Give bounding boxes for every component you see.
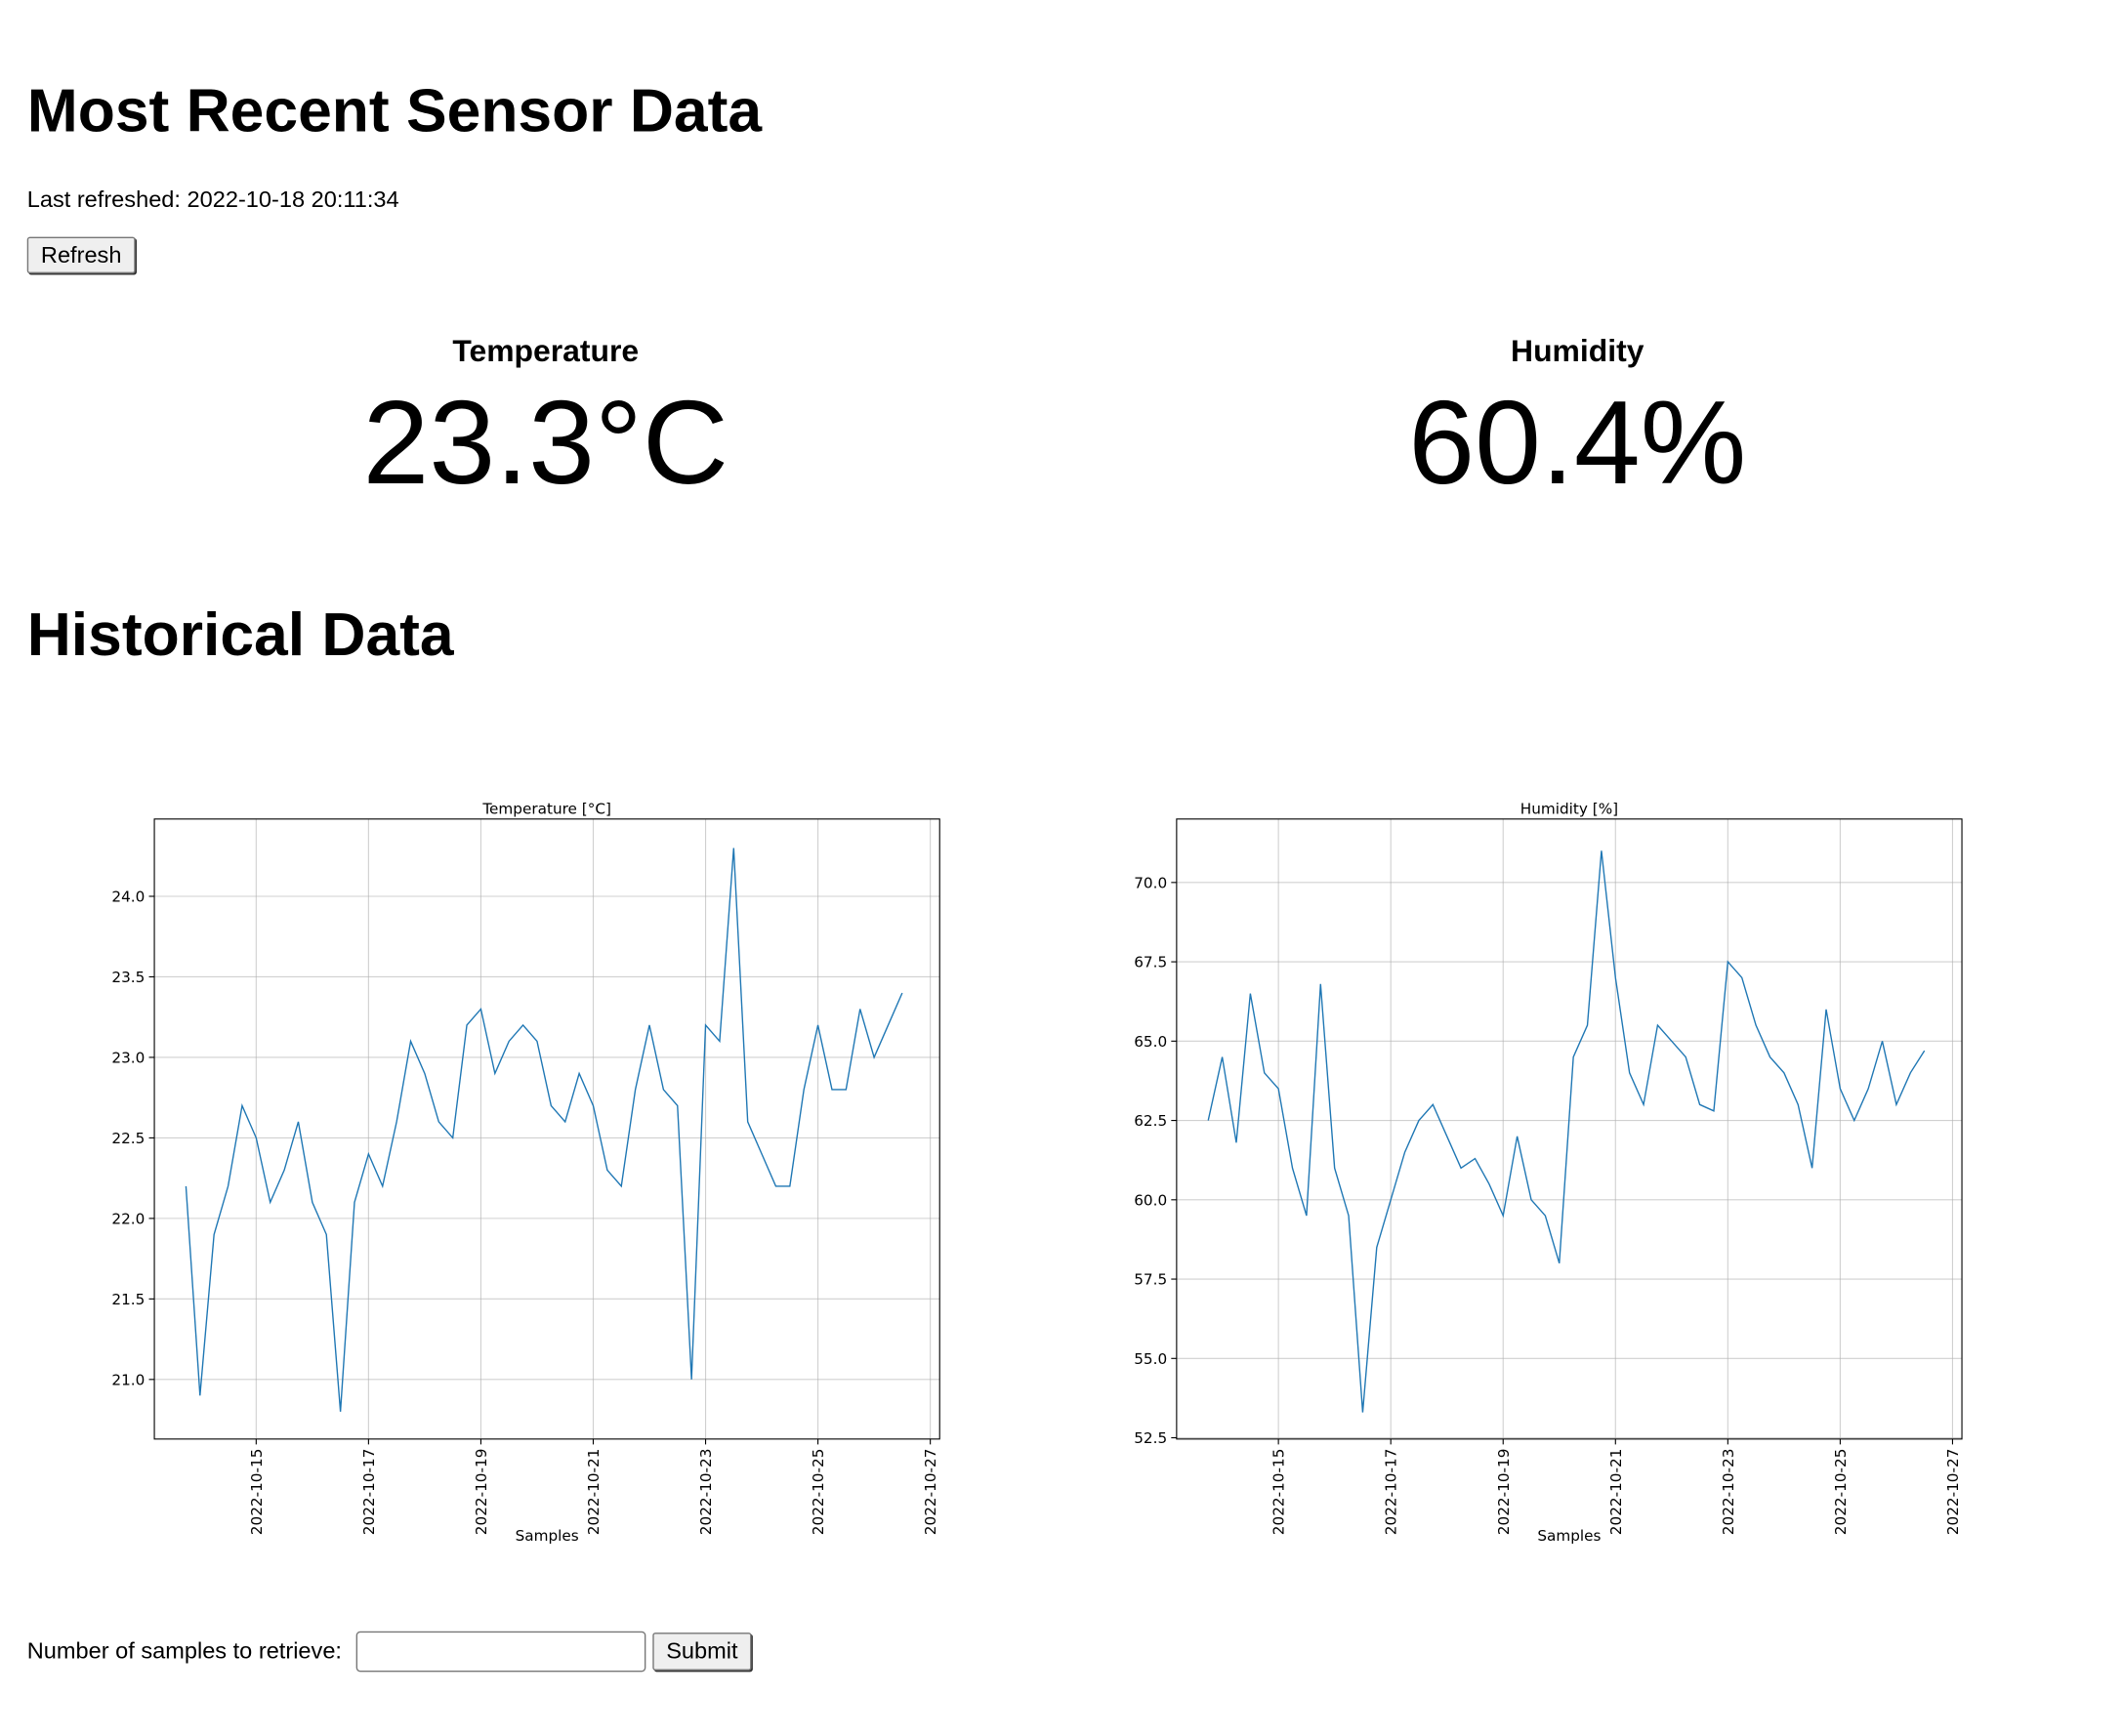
- x-tick-label: 2022-10-23: [1720, 1449, 1737, 1536]
- reading-label: Temperature: [452, 333, 640, 369]
- refresh-button[interactable]: Refresh: [26, 236, 136, 274]
- reading-value: 60.4%: [1408, 375, 1747, 510]
- y-tick-label: 55.0: [1134, 1350, 1167, 1368]
- plot-frame: [1176, 818, 1963, 1440]
- form-label: Number of samples to retrieve:: [26, 1637, 342, 1665]
- y-tick-label: 65.0: [1134, 1033, 1167, 1051]
- data-line: [1207, 850, 1926, 1413]
- y-tick-label: 23.0: [111, 1049, 145, 1066]
- samples-input[interactable]: [355, 1631, 646, 1673]
- x-tick-label: 2022-10-15: [248, 1449, 266, 1536]
- y-tick-label: 23.5: [111, 969, 145, 986]
- y-tick-label: 67.5: [1134, 954, 1167, 971]
- x-tick-label: 2022-10-23: [697, 1449, 715, 1536]
- x-tick-label: 2022-10-27: [1944, 1449, 1962, 1536]
- submit-button[interactable]: Submit: [652, 1633, 752, 1671]
- x-axis-label: Samples: [516, 1527, 579, 1545]
- x-tick-label: 2022-10-25: [1832, 1449, 1850, 1536]
- y-tick-label: 57.5: [1134, 1271, 1167, 1289]
- temperature-reading: Temperature 23.3°C: [140, 333, 952, 502]
- y-tick-label: 24.0: [111, 889, 145, 906]
- x-tick-label: 2022-10-21: [1607, 1449, 1625, 1536]
- x-tick-label: 2022-10-21: [585, 1449, 603, 1536]
- x-tick-label: 2022-10-19: [1495, 1449, 1513, 1536]
- y-tick-label: 22.0: [111, 1210, 145, 1227]
- x-tick-label: 2022-10-27: [922, 1449, 939, 1536]
- x-tick-label: 2022-10-15: [1270, 1449, 1288, 1536]
- y-tick-label: 52.5: [1134, 1429, 1167, 1447]
- charts: 21.0 21.5 22.0 22.5 23.0 23.5 24.0 2022-10-15 20…: [111, 800, 1963, 1545]
- y-tick-label: 21.5: [111, 1291, 145, 1308]
- page-title: Most Recent Sensor Data: [26, 75, 763, 145]
- humidity-reading: Humidity 60.4%: [1171, 333, 1983, 502]
- chart-title: Temperature [°C]: [481, 800, 611, 817]
- section-title: Historical Data: [26, 599, 454, 669]
- x-tick-label: 2022-10-19: [473, 1449, 490, 1536]
- reading-value: 23.3°C: [362, 375, 728, 510]
- x-tick-label: 2022-10-17: [360, 1449, 378, 1536]
- data-line: [185, 847, 903, 1412]
- last-refreshed: Last refreshed: 2022-10-18 20:11:34: [26, 186, 399, 213]
- plot-frame: [153, 818, 940, 1440]
- y-tick-label: 21.0: [111, 1371, 145, 1388]
- y-tick-label: 22.5: [111, 1130, 145, 1147]
- y-tick-label: 60.0: [1134, 1191, 1167, 1209]
- x-axis-label: Samples: [1537, 1527, 1601, 1545]
- y-tick-label: 70.0: [1134, 874, 1167, 891]
- reading-label: Humidity: [1511, 333, 1644, 369]
- y-tick-label: 62.5: [1134, 1112, 1167, 1130]
- chart-title: Humidity [%]: [1520, 800, 1618, 817]
- x-tick-label: 2022-10-25: [810, 1449, 827, 1536]
- x-tick-label: 2022-10-17: [1383, 1449, 1400, 1536]
